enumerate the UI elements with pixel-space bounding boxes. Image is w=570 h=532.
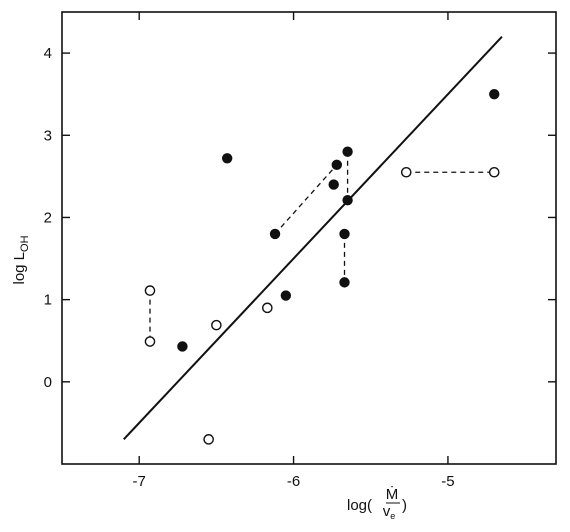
- y-tick-label: 2: [44, 209, 52, 226]
- axis-ticks: [62, 12, 556, 464]
- dashed-links: [149, 151, 495, 342]
- x-axis-label: log( Ṁ ve ): [347, 485, 407, 521]
- filled-point: [489, 88, 500, 100]
- plot-frame: [61, 11, 557, 465]
- x-label-denominator: ve: [383, 503, 396, 521]
- open-point: [400, 166, 412, 178]
- dashed-link: [274, 164, 338, 235]
- filled-point: [328, 179, 339, 190]
- y-tick-label: 3: [44, 127, 52, 144]
- y-tick-label: 0: [44, 374, 52, 391]
- open-point: [144, 336, 156, 347]
- x-tick-label: -5: [441, 473, 454, 490]
- filled-point: [221, 153, 233, 164]
- filled-point: [342, 146, 353, 157]
- filled-point: [269, 228, 281, 240]
- filled-point: [339, 277, 350, 288]
- x-label-suffix: ): [402, 497, 407, 514]
- x-tick-label: -7: [133, 473, 146, 490]
- fit-line: [123, 35, 503, 441]
- open-point: [488, 166, 500, 178]
- open-point: [262, 302, 273, 314]
- open-point: [144, 285, 156, 296]
- x-label-numerator: Ṁ: [386, 485, 399, 503]
- open-point: [203, 434, 214, 445]
- filled-point: [339, 228, 350, 240]
- x-tick-label: -6: [287, 473, 300, 490]
- filled-point: [331, 159, 342, 171]
- filled-point: [177, 341, 188, 352]
- x-label-prefix: log(: [347, 497, 372, 514]
- y-tick-label: 1: [44, 292, 52, 309]
- filled-point: [280, 290, 292, 301]
- open-point: [211, 319, 222, 331]
- tick-labels: -7 -6 -5 0 1 2 3 4: [44, 45, 455, 490]
- y-axis-label: log LOH: [11, 235, 31, 284]
- filled-point: [342, 194, 353, 206]
- data-points: [144, 88, 500, 445]
- y-tick-label: 4: [44, 45, 52, 62]
